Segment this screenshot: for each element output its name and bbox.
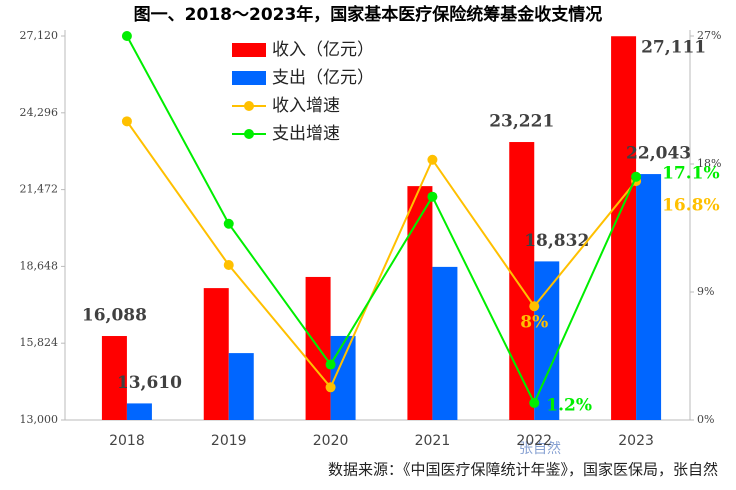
point (529, 397, 540, 408)
point (427, 191, 438, 202)
bar (101, 336, 127, 420)
point (223, 259, 234, 270)
point (121, 116, 132, 127)
y-tick-label: 18,648 (20, 259, 59, 272)
legend-swatch (244, 129, 254, 139)
x-tick-label: 2020 (313, 433, 349, 449)
bar (432, 266, 458, 420)
line (126, 35, 637, 406)
data-label: 27,111 (641, 38, 706, 58)
bar (611, 36, 637, 421)
data-label: 16.8% (662, 196, 720, 216)
source-note: 数据来源：《中国医疗保障统计年鉴》，国家医保局，张自然 (328, 461, 718, 479)
bar (228, 353, 254, 420)
data-label: 17.1% (662, 163, 720, 183)
bar (126, 403, 152, 420)
y-tick-label: 13,000 (20, 413, 59, 426)
x-tick-label: 2023 (618, 433, 654, 449)
point (223, 218, 234, 229)
data-label: 8% (520, 313, 548, 333)
bar (636, 174, 662, 420)
legend-swatch (232, 43, 266, 57)
data-label: 13,610 (117, 373, 182, 393)
point (631, 171, 642, 182)
point (325, 382, 336, 393)
point (121, 31, 132, 41)
data-label: 1.2% (546, 395, 592, 415)
data-label: 16,088 (82, 306, 147, 326)
y-tick-label: 15,824 (20, 336, 59, 349)
legend-label: 支出（亿元） (272, 68, 374, 88)
data-label: 18,832 (524, 231, 589, 251)
bar (203, 288, 229, 420)
y2-tick-label: 18% (697, 157, 721, 170)
chart-title: 图一、2018～2023年，国家基本医疗保险统筹基金收支情况 (134, 4, 603, 25)
point (529, 301, 540, 312)
x-tick-label: 2018 (109, 433, 145, 449)
legend-swatch (232, 71, 266, 85)
x-tick-label: 2019 (211, 433, 247, 449)
y-tick-label: 24,296 (20, 106, 59, 119)
bar (407, 186, 433, 420)
legend-label: 收入增速 (272, 96, 340, 116)
y-tick-label: 21,472 (20, 183, 59, 196)
data-label: 22,043 (626, 144, 691, 164)
y2-tick-label: 27% (697, 29, 721, 42)
y2-tick-label: 9% (697, 285, 714, 298)
line (126, 120, 637, 390)
y2-tick-label: 0% (697, 413, 714, 426)
legend-label: 收入（亿元） (272, 40, 374, 60)
point (325, 359, 336, 370)
data-label: 23,221 (489, 112, 554, 132)
watermark: 张自然 (519, 440, 561, 457)
y-tick-label: 27,120 (20, 29, 59, 42)
point (427, 154, 438, 165)
legend-swatch (244, 101, 254, 111)
x-tick-label: 2021 (415, 433, 451, 449)
x-tick-label: 2022 (516, 433, 552, 449)
bar (509, 142, 535, 420)
legend-label: 支出增速 (272, 124, 340, 144)
